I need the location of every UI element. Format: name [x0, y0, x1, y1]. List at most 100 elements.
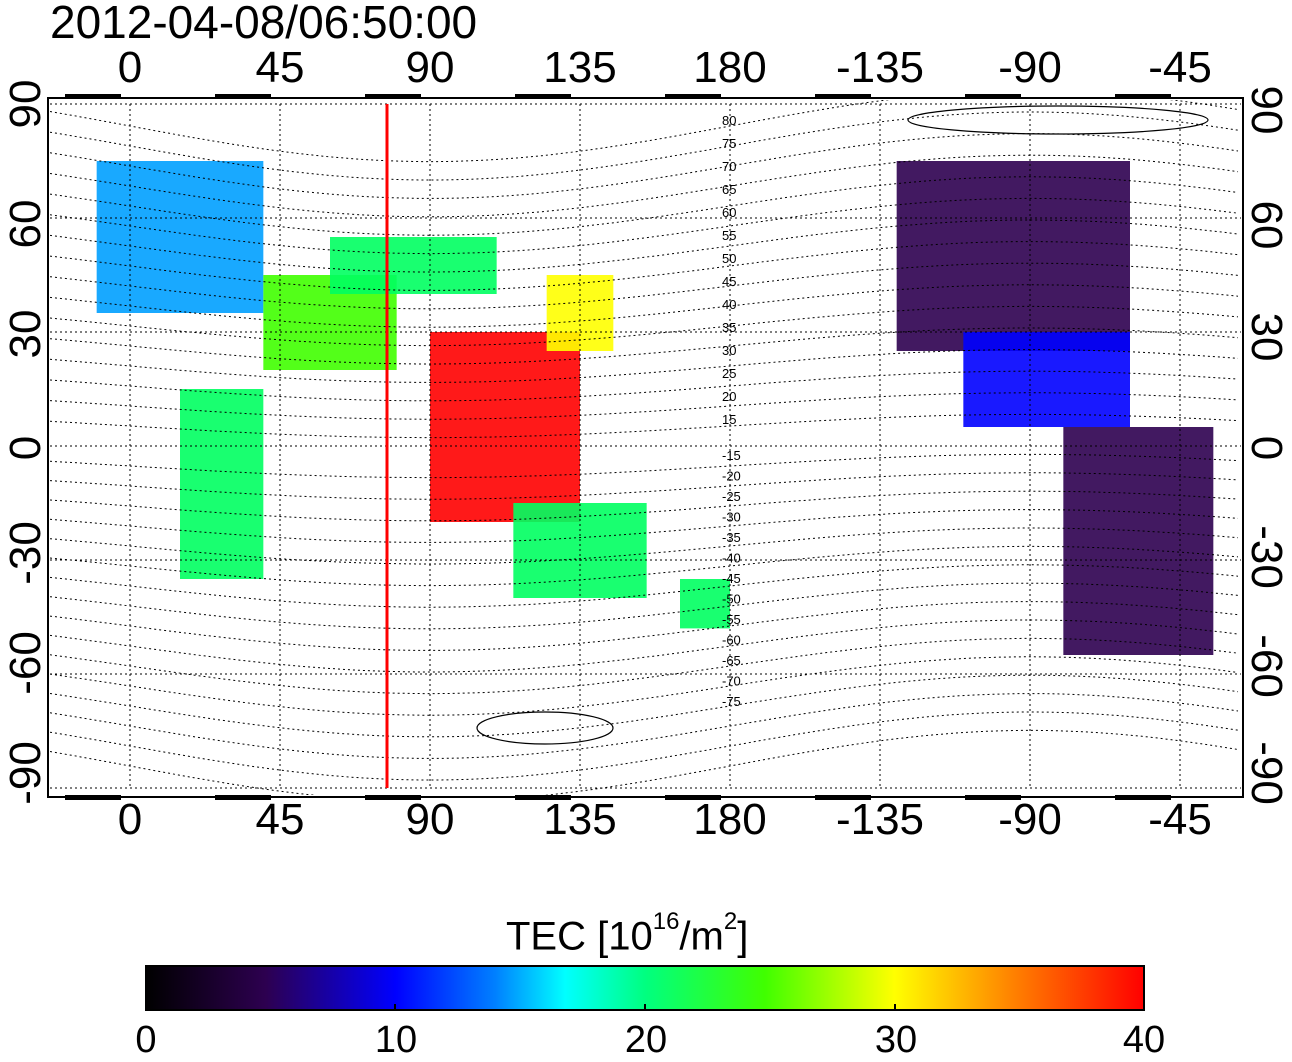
geomagnetic-contour [50, 582, 1239, 630]
geomagnetic-contour [50, 729, 1239, 795]
bottom-lon-tick: 180 [693, 795, 767, 844]
contour-value-label: -75 [722, 694, 741, 709]
top-frame-tick [815, 94, 871, 99]
geomagnetic-contour [50, 619, 1239, 673]
geomagnetic-pole-contour [907, 105, 1209, 135]
contour-value-label: -65 [722, 653, 741, 668]
colorbar-gradient [145, 965, 1145, 1011]
tec-region [1063, 427, 1214, 655]
grid-layer [50, 103, 1241, 789]
colorbar-title-end: ] [737, 914, 749, 959]
geomagnetic-contour [50, 711, 1239, 781]
tec-region [896, 161, 1130, 351]
contour-value-label: 40 [722, 297, 736, 312]
contour-value-label: 80 [722, 113, 736, 128]
tec-region [330, 237, 497, 294]
bottom-frame-tick [1115, 795, 1171, 800]
geomagnetic-contour [50, 564, 1239, 608]
colorbar-title-main: TEC [10 [506, 914, 653, 959]
geomagnetic-contour [50, 305, 1239, 347]
bottom-lon-tick: -90 [998, 795, 1062, 844]
colorbar-tick: 40 [1122, 1019, 1166, 1061]
tec-region [963, 332, 1130, 427]
top-frame-tick [65, 94, 121, 99]
tec-data-layer [96, 161, 1214, 655]
geomagnetic-contour [50, 241, 1239, 291]
geomagnetic-contour [50, 392, 1239, 420]
contour-value-label: 70 [722, 159, 736, 174]
bottom-lon-tick: 45 [255, 795, 305, 844]
geomagnetic-contour [50, 637, 1239, 695]
bottom-lon-tick: -135 [835, 795, 925, 844]
bottom-lon-tick: -45 [1148, 795, 1212, 844]
colorbar-title: TEC [1016/m2] [506, 904, 748, 960]
bottom-frame-tick [665, 795, 721, 800]
geomagnetic-contour [50, 262, 1239, 310]
colorbar [145, 965, 1145, 1011]
bottom-frame-tick [215, 795, 271, 800]
top-lon-tick: 0 [117, 43, 143, 92]
top-frame-tick [365, 94, 421, 99]
contour-layer [50, 100, 1239, 795]
contour-value-label: 50 [722, 251, 736, 266]
geomagnetic-contour [50, 176, 1239, 236]
tec-region [96, 161, 264, 313]
geomagnetic-contour [50, 545, 1239, 587]
top-lon-tick: 180 [693, 43, 767, 92]
geomagnetic-contour [50, 100, 1239, 163]
geomagnetic-contour [50, 656, 1239, 716]
geomagnetic-contour [50, 674, 1239, 738]
bottom-frame-tick [965, 795, 1021, 800]
contour-value-label: 75 [722, 136, 736, 151]
geomagnetic-contour [50, 197, 1239, 255]
contour-value-label: -70 [722, 674, 741, 689]
geomagnetic-contour [50, 111, 1239, 181]
contour-value-label: 25 [722, 366, 736, 381]
geomagnetic-contour [50, 370, 1239, 402]
top-lon-tick: -135 [835, 43, 925, 92]
colorbar-title-exp: 16 [652, 908, 680, 935]
geomagnetic-contour [50, 219, 1239, 273]
top-frame-tick [515, 94, 571, 99]
contour-value-label: 15 [722, 412, 736, 427]
top-lon-tick: -90 [998, 43, 1062, 92]
colorbar-title-unit: /m [679, 914, 724, 959]
geomagnetic-contour [50, 490, 1239, 522]
top-frame-tick [215, 94, 271, 99]
tec-region [680, 579, 730, 629]
geomagnetic-contour [50, 133, 1239, 199]
contour-value-label: 35 [722, 320, 736, 335]
axis-ticks [65, 94, 1171, 800]
top-frame-tick [1115, 94, 1171, 99]
contour-value-label: -15 [722, 448, 741, 463]
top-lon-tick: -45 [1148, 43, 1212, 92]
top-frame-tick [965, 94, 1021, 99]
colorbar-tick: 30 [874, 1019, 918, 1061]
geomagnetic-contour [50, 509, 1239, 543]
geomagnetic-contour [50, 527, 1239, 565]
contour-label-group: 80 75 70 65 60 55 50 45 40 35 30 25 20 15 -15 -20 -25 -30… [722, 113, 741, 709]
contour-value-label: -35 [722, 530, 741, 545]
geomagnetic-contour [50, 284, 1239, 328]
contour-value-label: -40 [722, 551, 741, 566]
contour-value-label: -20 [722, 469, 741, 484]
contour-value-label: 60 [722, 205, 736, 220]
tec-region [180, 389, 264, 579]
colorbar-title-exp2: 2 [723, 908, 738, 935]
map-timestamp-title: 2012-04-08/06:50:00 [50, 0, 478, 48]
contour-value-label: 65 [722, 182, 736, 197]
geomagnetic-contour [50, 693, 1239, 759]
bottom-frame-tick [65, 795, 121, 800]
contour-value-label: -50 [722, 592, 741, 607]
bottom-frame-tick [815, 795, 871, 800]
top-lon-tick: 135 [543, 43, 617, 92]
contour-value-label: -60 [722, 633, 741, 648]
contour-value-label: -30 [722, 510, 741, 525]
top-lon-tick: 90 [405, 43, 455, 92]
tec-map: 80 75 70 65 60 55 50 45 40 35 30 25 20 15 -15 -20 -25 -30… [47, 94, 1244, 800]
bottom-lon-tick: 0 [117, 795, 143, 844]
bottom-lon-tick: 90 [405, 795, 455, 844]
contour-value-label: -55 [722, 612, 741, 627]
geomagnetic-contour [50, 453, 1239, 479]
geomagnetic-contour [50, 472, 1239, 500]
